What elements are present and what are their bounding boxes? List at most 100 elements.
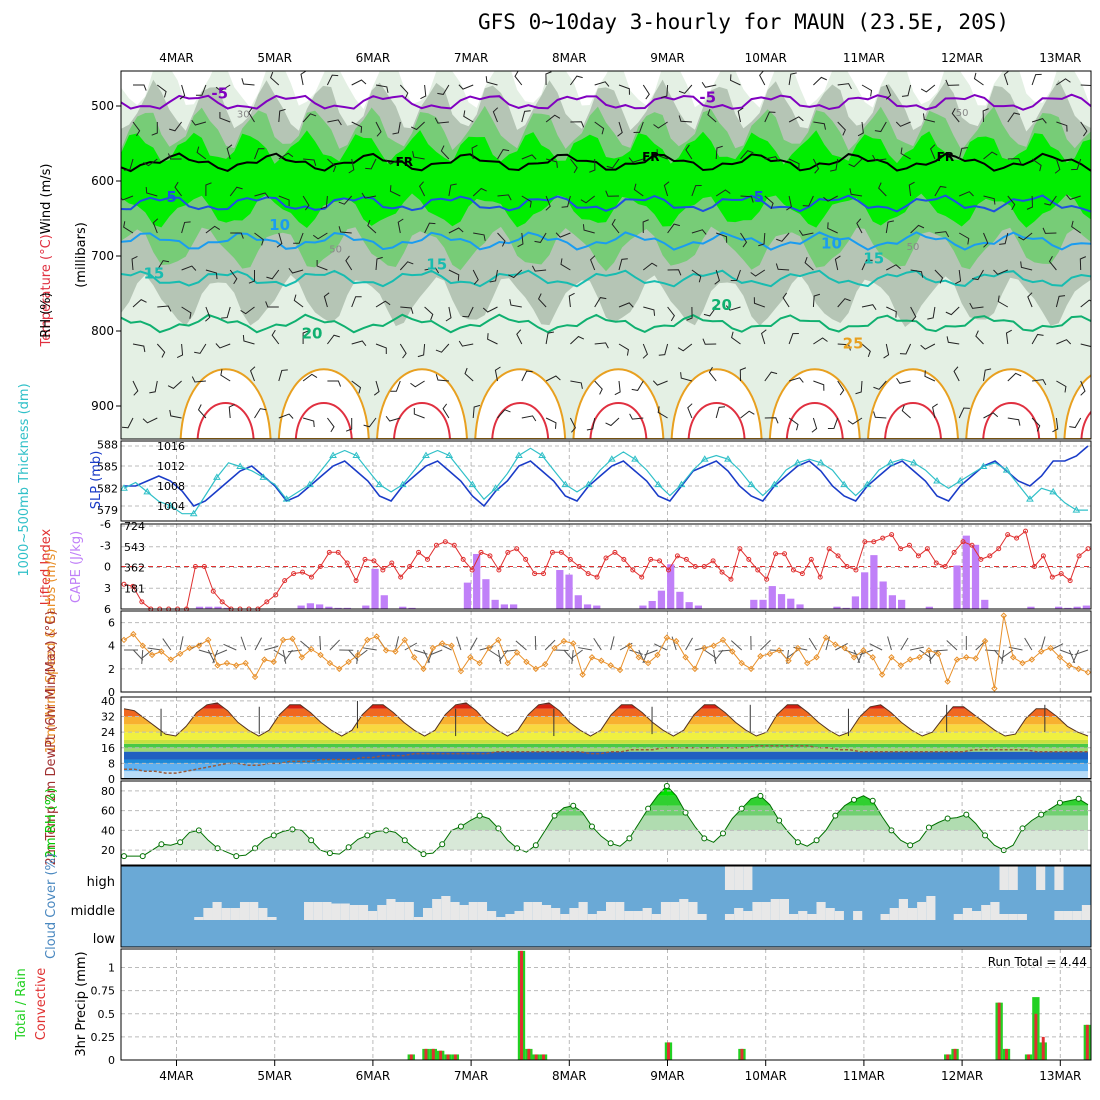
- wind-barb: [312, 232, 328, 240]
- wind-barb: [319, 635, 322, 651]
- cloud-middle-bar: [734, 908, 744, 920]
- wind-barb: [417, 343, 426, 358]
- wind-speed-point: [794, 644, 802, 652]
- wind-barb: [687, 403, 693, 419]
- cape-tick: 543: [124, 541, 145, 554]
- wind-barb: [132, 380, 139, 396]
- wind-barb: [667, 306, 675, 322]
- lifted-index-point: [844, 564, 850, 569]
- slp-frame: [120, 440, 1092, 522]
- wind-barb: [497, 149, 510, 160]
- wind-speed-point: [429, 644, 437, 652]
- wind-speed-point: [579, 671, 586, 678]
- cloud-middle-bar: [340, 903, 350, 920]
- wind-barb: [302, 373, 318, 382]
- wind-barb: [537, 293, 547, 308]
- thickness-point: [770, 480, 779, 488]
- warm-lobe: [670, 368, 763, 439]
- lifted-index-point: [1076, 553, 1082, 559]
- thickness-point: [282, 495, 291, 502]
- wind-barb: [278, 152, 294, 160]
- wind-barb: [229, 186, 243, 197]
- cloud-middle-bar: [953, 914, 963, 920]
- rh-point: [532, 842, 539, 849]
- cloud-middle-bar: [697, 914, 707, 920]
- upper-air-frame: [120, 70, 1092, 440]
- wind-barb: [983, 195, 996, 205]
- thickness-point: [700, 455, 709, 462]
- li-tick: -3: [100, 539, 111, 552]
- precip-convective-bar: [542, 1054, 546, 1060]
- lifted-index-point: [612, 549, 618, 555]
- lifted-index-point: [942, 564, 948, 569]
- thickness-point: [375, 480, 384, 488]
- wind-barb: [969, 302, 984, 309]
- wind-barb: [410, 380, 425, 388]
- wind-barb: [812, 158, 820, 174]
- wind-barb: [653, 121, 668, 129]
- wind-barb: [982, 108, 989, 123]
- lifted-index-point: [380, 567, 386, 573]
- rh-band: [124, 785, 1088, 796]
- thickness-point: [120, 484, 128, 491]
- wind-barb: [400, 306, 414, 314]
- wind-speed-point: [1075, 665, 1082, 673]
- wind-barb: [397, 218, 404, 234]
- lifted-index-point: [755, 567, 761, 573]
- date-label-top: 11MAR: [843, 51, 885, 65]
- wind-barb: [1072, 649, 1080, 663]
- rh-point: [177, 839, 184, 846]
- lifted-index-point: [764, 576, 770, 582]
- label-part: (millibars): [74, 222, 89, 288]
- rh-label: 50: [329, 244, 342, 255]
- cloud-middle-bar: [551, 908, 561, 920]
- wind-speed-point: [953, 656, 961, 663]
- wind-barb: [544, 639, 556, 651]
- li-tick: 6: [104, 603, 111, 616]
- precip-convective-bar: [997, 1002, 1001, 1060]
- wind-speed-point: [410, 654, 418, 661]
- wind-barb: [345, 418, 353, 432]
- cape-bar: [463, 582, 472, 609]
- wind-barb: [872, 154, 887, 161]
- wind-barb: [424, 267, 440, 274]
- precip-convective-bar: [409, 1054, 413, 1060]
- rh-tick: 40: [101, 824, 115, 837]
- cape-bar: [574, 595, 582, 609]
- thickness-point: [143, 487, 152, 495]
- wind-speed-point: [1009, 654, 1017, 661]
- cloud-middle-bar: [779, 899, 790, 920]
- lifted-index-point: [291, 571, 297, 577]
- date-label-bottom: 4MAR: [159, 1069, 194, 1083]
- lifted-index-point: [924, 546, 930, 552]
- cape-bar: [214, 606, 222, 609]
- wind-barb: [813, 121, 827, 130]
- wind-speed-point: [167, 656, 175, 663]
- wind-barb: [412, 151, 425, 160]
- rh-point: [626, 835, 633, 842]
- wind-barb: [157, 305, 172, 312]
- cloud-title: Cloud Cover (%): [44, 853, 59, 959]
- wind-speed-point: [495, 636, 502, 644]
- wind-barb: [205, 269, 218, 280]
- wind-barb: [934, 231, 950, 238]
- precip-convective-bar: [666, 1042, 670, 1060]
- wind-barb: [545, 114, 561, 123]
- wind-barb: [142, 417, 158, 424]
- wind-barb: [900, 637, 909, 651]
- thickness-point: [909, 458, 918, 466]
- wind-barb: [855, 380, 863, 395]
- rh-point: [588, 823, 595, 830]
- wind-barb: [837, 380, 845, 396]
- cloud-middle-bar: [633, 911, 643, 920]
- wind-barb: [715, 189, 731, 197]
- lifted-index-point: [782, 551, 788, 557]
- cloud-middle-bar: [422, 908, 433, 920]
- thickness-point: [561, 480, 570, 488]
- temperature-contour: [121, 194, 1091, 213]
- temperature-contour: [121, 313, 1091, 334]
- wind-speed-point: [869, 654, 876, 661]
- wind-barb: [993, 269, 1008, 275]
- wind-barb: [545, 331, 554, 345]
- ytick-label: 900: [91, 399, 114, 413]
